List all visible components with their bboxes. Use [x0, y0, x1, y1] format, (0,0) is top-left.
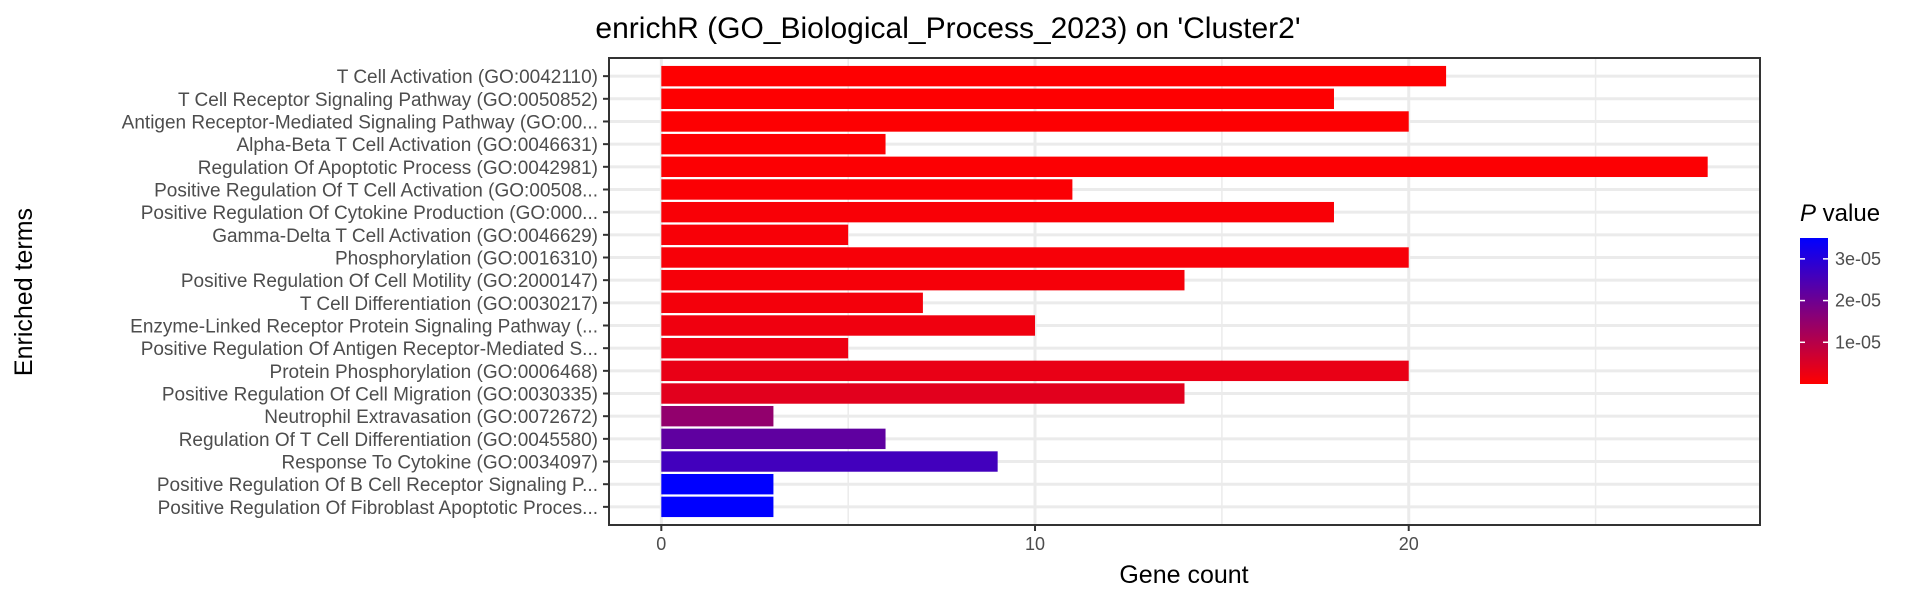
x-tick-label: 20	[1399, 534, 1419, 554]
bar	[661, 451, 998, 472]
legend-colorbar	[1800, 238, 1828, 384]
bar	[661, 383, 1185, 404]
bar	[661, 179, 1073, 200]
y-tick-label: Enzyme-Linked Receptor Protein Signaling…	[130, 317, 598, 338]
y-axis-title: Enriched terms	[10, 208, 38, 376]
y-tick-label: Positive Regulation Of Fibroblast Apopto…	[158, 498, 598, 519]
x-axis-ticks: 0 10 20	[656, 525, 1419, 554]
bar	[661, 247, 1409, 268]
bar	[661, 292, 923, 314]
bar	[661, 360, 1409, 382]
y-tick-label: T Cell Receptor Signaling Pathway (GO:00…	[178, 90, 598, 111]
bar	[661, 337, 849, 359]
y-tick-label: T Cell Activation (GO:0042110)	[337, 67, 598, 88]
bar	[661, 88, 1334, 110]
chart-title: enrichR (GO_Biological_Process_2023) on …	[595, 12, 1300, 45]
legend-tick-label: 3e-05	[1835, 249, 1881, 269]
y-axis-ticks: T Cell Activation (GO:0042110)T Cell Rec…	[122, 67, 609, 519]
legend-tick-label: 2e-05	[1835, 291, 1881, 311]
y-tick-label: Positive Regulation Of T Cell Activation…	[154, 180, 598, 201]
y-tick-label: Regulation Of T Cell Differentiation (GO…	[179, 430, 598, 451]
plot-border	[608, 57, 1761, 526]
y-tick-label: Positive Regulation Of Cytokine Producti…	[141, 203, 598, 224]
y-tick-label: Phosphorylation (GO:0016310)	[335, 248, 598, 269]
bar	[661, 315, 1036, 336]
bar	[661, 133, 886, 155]
x-tick-label: 10	[1025, 534, 1045, 554]
y-tick-label: Protein Phosphorylation (GO:0006468)	[270, 362, 598, 383]
y-tick-label: Positive Regulation Of Cell Migration (G…	[162, 385, 598, 406]
y-tick-label: Neutrophil Extravasation (GO:0072672)	[264, 407, 598, 428]
bar	[661, 156, 1708, 178]
bar	[661, 496, 774, 518]
bar	[661, 111, 1409, 132]
legend: P value 1e-05 2e-05 3e-05	[1800, 200, 1881, 384]
x-tick-label: 0	[656, 534, 666, 554]
bar	[661, 405, 774, 427]
y-tick-label: Positive Regulation Of B Cell Receptor S…	[157, 475, 598, 496]
y-tick-label: Antigen Receptor-Mediated Signaling Path…	[122, 112, 598, 133]
y-tick-label: T Cell Differentiation (GO:0030217)	[300, 294, 598, 315]
bar	[661, 269, 1185, 291]
bar	[661, 224, 849, 246]
y-tick-label: Positive Regulation Of Antigen Receptor-…	[141, 339, 598, 360]
legend-ticks: 1e-05 2e-05 3e-05	[1800, 249, 1881, 352]
legend-title: P value	[1800, 200, 1880, 227]
y-tick-label: Gamma-Delta T Cell Activation (GO:004662…	[212, 226, 598, 247]
legend-title-rest: value	[1816, 200, 1880, 227]
y-tick-label: Alpha-Beta T Cell Activation (GO:0046631…	[236, 135, 598, 156]
y-tick-label: Regulation Of Apoptotic Process (GO:0042…	[198, 158, 598, 179]
y-tick-label: Response To Cytokine (GO:0034097)	[282, 453, 599, 474]
bar	[661, 65, 1447, 87]
x-axis-title: Gene count	[1119, 561, 1248, 589]
legend-tick-label: 1e-05	[1835, 332, 1881, 352]
legend-title-italic: P	[1800, 200, 1816, 227]
bar	[661, 473, 774, 495]
bar	[661, 201, 1334, 223]
bar	[661, 428, 886, 450]
bars	[661, 65, 1708, 518]
y-tick-label: Positive Regulation Of Cell Motility (GO…	[181, 271, 598, 292]
